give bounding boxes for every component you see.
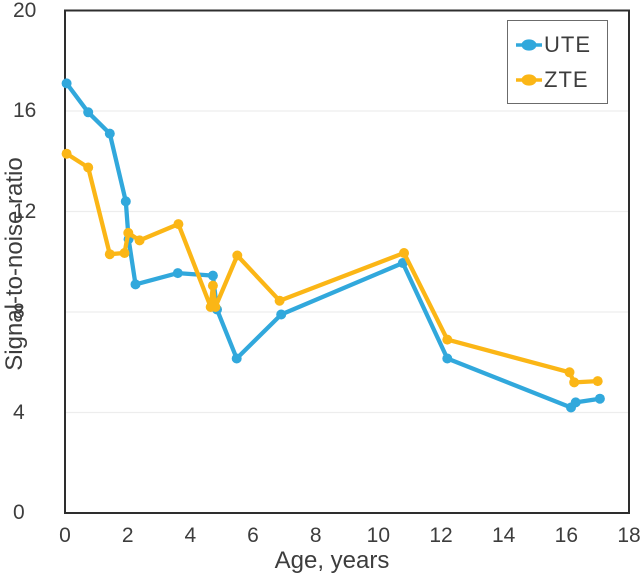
data-point-zte [119, 248, 130, 258]
y-tick-label: 4 [13, 400, 25, 424]
y-tick-label: 0 [13, 501, 25, 524]
ute-line-marker-icon [515, 38, 543, 52]
data-point-ute [442, 353, 453, 364]
x-axis-title: Age, years [274, 547, 390, 574]
x-tick-label: 6 [247, 524, 259, 547]
data-point-zte [592, 376, 603, 387]
data-point-zte [207, 280, 218, 291]
y-axis-title: Signal-to-noise ratio [1, 157, 28, 371]
data-point-zte [61, 148, 72, 159]
data-point-ute [172, 268, 183, 279]
data-point-zte [564, 367, 575, 378]
data-point-ute [570, 397, 581, 408]
data-point-zte [104, 249, 115, 260]
data-point-ute [276, 309, 287, 320]
legend-entry-zte: ZTE [515, 67, 607, 93]
series-line-zte [64, 151, 600, 385]
x-tick-label: 10 [366, 524, 390, 547]
x-tick-label: 0 [59, 524, 71, 547]
legend-entry-ute: UTE [515, 32, 607, 58]
data-point-ute [83, 107, 94, 118]
data-point-zte [134, 235, 145, 246]
data-point-ute [130, 279, 141, 290]
data-point-zte [442, 334, 453, 345]
legend-label-ute: UTE [544, 31, 591, 57]
x-tick-label: 14 [491, 524, 516, 547]
x-tick-label: 12 [429, 524, 453, 547]
x-tick-label: 8 [309, 524, 322, 547]
data-point-ute [397, 258, 408, 268]
data-point-ute [61, 78, 72, 89]
data-point-zte [569, 377, 580, 388]
data-point-zte [173, 219, 184, 230]
data-point-ute [120, 196, 131, 207]
x-tick-label: 4 [184, 524, 197, 547]
data-point-zte [123, 227, 134, 238]
x-tick-label: 2 [121, 524, 134, 547]
legend-label-zte: ZTE [544, 66, 589, 92]
data-point-zte [210, 302, 221, 312]
data-point-zte [274, 295, 285, 306]
data-point-ute [594, 393, 605, 404]
x-tick-label: 16 [554, 524, 578, 547]
data-point-ute [207, 270, 218, 281]
data-point-zte [232, 250, 243, 261]
y-tick-label: 20 [13, 0, 37, 22]
data-point-ute [104, 128, 115, 139]
zte-line-marker-icon [515, 73, 543, 87]
data-point-zte [83, 162, 94, 173]
x-tick-label: 18 [617, 524, 641, 547]
plot-border [64, 9, 630, 514]
y-tick-label: 12 [13, 199, 37, 223]
data-point-zte [399, 248, 409, 258]
y-tick-label: 8 [13, 300, 25, 323]
legend: UTE ZTE [507, 20, 608, 104]
y-tick-label: 16 [13, 99, 37, 122]
data-point-ute [231, 353, 242, 364]
